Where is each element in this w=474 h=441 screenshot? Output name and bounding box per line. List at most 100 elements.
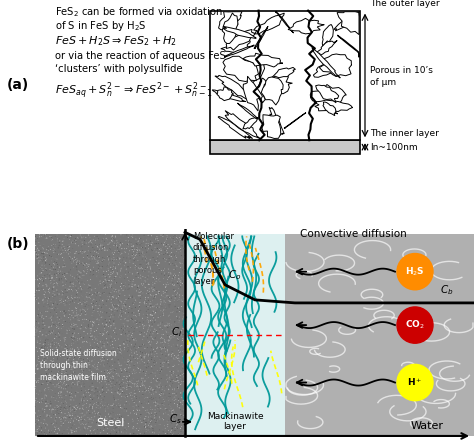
Point <box>80 394 87 401</box>
Point <box>126 239 133 246</box>
Point <box>80 335 87 342</box>
Point <box>36 242 44 249</box>
Point <box>152 260 160 267</box>
Point <box>94 409 101 416</box>
Point <box>95 432 103 439</box>
Point <box>72 250 80 257</box>
Point <box>110 422 118 430</box>
Point <box>144 311 151 318</box>
Point <box>51 306 58 314</box>
Point <box>168 396 176 404</box>
Point <box>34 245 41 252</box>
Point <box>69 422 76 429</box>
Point <box>55 314 63 321</box>
Point <box>103 428 111 435</box>
Point <box>43 295 51 302</box>
Point <box>137 352 144 359</box>
Point <box>137 432 145 439</box>
Point <box>55 263 63 270</box>
Point <box>63 345 71 352</box>
Point <box>113 295 120 302</box>
Point <box>165 375 173 382</box>
Point <box>173 403 181 410</box>
Point <box>78 392 86 399</box>
Point <box>173 280 181 287</box>
Point <box>142 245 149 252</box>
Point <box>137 269 144 277</box>
Point <box>139 310 147 318</box>
Point <box>76 415 83 422</box>
Point <box>157 299 165 306</box>
Point <box>32 397 39 404</box>
Point <box>138 381 146 388</box>
Point <box>58 407 66 414</box>
Point <box>177 389 184 396</box>
Point <box>136 287 143 294</box>
Point <box>120 254 128 261</box>
Point <box>171 273 179 280</box>
Point <box>54 409 61 416</box>
Point <box>94 385 101 392</box>
Point <box>124 301 131 308</box>
Point <box>100 388 108 395</box>
Point <box>140 354 148 361</box>
Point <box>66 312 74 319</box>
Point <box>68 362 76 369</box>
Point <box>93 426 101 433</box>
Point <box>110 348 118 355</box>
Point <box>119 325 127 332</box>
Point <box>139 336 146 343</box>
Point <box>40 344 48 351</box>
Point <box>110 335 118 342</box>
Point <box>53 304 61 311</box>
Point <box>114 398 121 405</box>
Point <box>126 364 134 371</box>
Point <box>154 361 162 368</box>
Point <box>139 341 146 348</box>
Point <box>74 417 82 424</box>
Point <box>74 333 82 340</box>
Point <box>54 281 61 288</box>
Point <box>55 378 63 385</box>
Point <box>172 343 180 350</box>
Point <box>123 373 130 380</box>
Point <box>151 370 159 377</box>
Point <box>158 250 165 257</box>
Point <box>132 337 140 344</box>
Point <box>174 350 182 357</box>
Point <box>38 371 46 378</box>
Point <box>180 417 188 424</box>
Point <box>140 251 148 258</box>
Point <box>114 356 122 363</box>
Point <box>92 241 100 248</box>
Point <box>155 381 163 388</box>
Point <box>164 258 172 265</box>
Point <box>127 431 134 438</box>
Point <box>179 353 186 360</box>
Point <box>175 236 183 243</box>
Point <box>172 288 180 295</box>
Point <box>33 403 40 410</box>
Point <box>118 372 125 379</box>
Point <box>110 251 118 258</box>
Point <box>56 368 64 375</box>
Point <box>127 337 134 344</box>
Point <box>52 255 60 262</box>
Point <box>151 328 159 335</box>
Point <box>73 388 81 395</box>
Point <box>130 254 138 261</box>
Point <box>174 374 182 381</box>
Point <box>139 376 146 383</box>
Point <box>84 358 92 365</box>
Point <box>106 338 114 345</box>
Point <box>177 342 185 349</box>
Point <box>171 300 178 307</box>
Point <box>88 419 96 426</box>
Point <box>46 429 54 436</box>
Point <box>57 385 65 392</box>
Point <box>46 386 54 393</box>
Point <box>86 340 94 347</box>
Point <box>38 373 46 380</box>
Point <box>155 391 163 398</box>
Point <box>40 278 47 285</box>
